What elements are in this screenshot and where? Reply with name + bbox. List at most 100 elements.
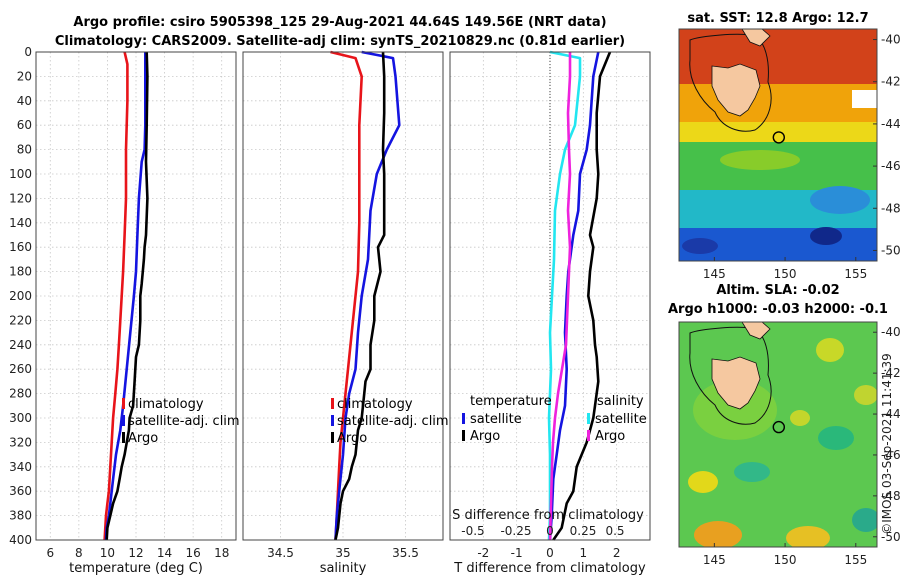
legend-label: satellite [595,412,647,427]
y-tick-label: 220 [9,313,32,327]
legend-swatch [331,432,334,443]
legend-swatch [587,413,590,424]
map-y-tick-label: -50 [881,243,900,257]
mainland-land [741,29,771,47]
y-tick-label: 360 [9,484,32,498]
s-axis-label: S difference from climatology [452,508,644,523]
legend-swatch [462,430,465,441]
axes-frame [449,51,651,541]
x-tick-label: 8 [75,546,83,560]
y-tick-label: 160 [9,240,32,254]
legend-label: satellite [470,412,522,427]
map-x-tick-label: 155 [844,553,867,567]
series-line-s-argo [548,52,572,541]
map-y-tick-label: -40 [881,325,900,339]
map-x-tick-label: 155 [844,267,867,281]
sla-patch-8 [694,521,742,547]
x-tick-label: 35.5 [392,546,419,560]
salinity-panel: 34.5 35 35.5 salinity climatology satellite-a… [242,50,449,576]
s-tick-label: 0.5 [605,524,624,538]
map-y-tick-label: -46 [881,448,900,462]
sla-patch-4 [790,410,810,426]
x-tick-label: -2 [477,546,489,560]
series-line-argo [334,51,386,541]
sst-map-title: sat. SST: 12.8 Argo: 12.7 [687,11,868,26]
map-y-tick-label: -50 [881,530,900,544]
y-tick-label: 80 [17,143,32,157]
y-tick-label: 340 [9,460,32,474]
axes-frame [35,51,237,541]
legend-label: Argo [470,429,500,444]
x-tick-label: -1 [511,546,523,560]
map-x-tick-label: 150 [774,267,797,281]
x-tick-label: 16 [186,546,201,560]
sst-map: 145 150 155 -40 -42 -44 -46 -48 -50 [678,28,900,281]
legend-label: satellite-adj. clim [337,414,449,429]
sst-orange-band [679,84,877,122]
x-tick-label: 1 [580,546,588,560]
y-tick-label: 280 [9,387,32,401]
sla-map-title: Altim. SLA: -0.02 [716,283,839,298]
y-tick-label: 240 [9,338,32,352]
tasmania-land [711,63,761,117]
sla-patch-10 [852,508,877,532]
series-line-climatology [103,51,129,541]
s-tick-label: 0 [546,524,554,538]
x-tick-label: 2 [613,546,621,560]
sla-patch-2 [816,338,844,362]
y-tick-label: 260 [9,362,32,376]
y-tick-label: 320 [9,435,32,449]
x-tick-label: 10 [100,546,115,560]
sla-patch-7 [734,462,770,482]
map-y-tick-label: -44 [881,117,900,131]
legend-label: climatology [128,397,204,412]
series-line-t-argo [552,51,612,541]
mainland-land [741,322,771,340]
sla-patch-1 [693,380,777,440]
temperature-panel: 6 8 10 12 14 16 180204060801001201401601802002… [9,45,240,576]
sla-map-frame [678,321,878,548]
title-line2: Climatology: CARS2009. Satellite-adj cli… [55,34,625,49]
y-tick-label: 400 [9,533,32,547]
legend-swatch [587,430,590,441]
difference-panel: -2 -1 0 1 2T difference from climatology temp… [449,50,651,576]
series-line-s-satellite [547,50,582,541]
legend-swatch [122,398,125,409]
legend-swatch [122,415,125,426]
legend-title-temperature: temperature [470,394,552,409]
sla-map: 145 150 155 -40 -42 -44 -46 -48 -50 [678,321,900,567]
y-tick-label: 0 [24,45,32,59]
y-tick-label: 60 [17,118,32,132]
axes-frame [242,51,444,541]
argo-location-marker [772,131,785,144]
map-y-tick-label: -42 [881,366,900,380]
legend-label: satellite-adj. clim [128,414,240,429]
sst-missing-data [852,90,877,108]
credit-text: ©IMOS 03-Sep-2021 11:41:39 [880,353,894,535]
sla-patch-5 [688,471,718,493]
map-y-tick-label: -46 [881,159,900,173]
y-tick-label: 380 [9,509,32,523]
x-axis-label: temperature (deg C) [69,561,203,576]
y-tick-label: 120 [9,191,32,205]
x-axis-label: salinity [320,561,367,576]
x-tick-label: 12 [128,546,143,560]
y-tick-label: 100 [9,167,32,181]
sla-map-subtitle: Argo h1000: -0.03 h2000: -0.1 [668,302,888,317]
y-tick-label: 20 [17,69,32,83]
sst-warm-band [679,29,877,84]
sla-patch-3 [854,385,877,405]
map-y-tick-label: -44 [881,407,900,421]
series-line-satellite-adj-clim [104,52,147,541]
map-x-tick-label: 145 [703,553,726,567]
legend-label: Argo [595,429,625,444]
map-y-tick-label: -48 [881,489,900,503]
tasmania-land [711,356,761,410]
x-tick-label: 0 [546,546,554,560]
series-line-argo [105,51,149,541]
s-tick-label: -0.25 [500,524,531,538]
legend-label: Argo [337,431,367,446]
sst-patch-3 [810,227,842,245]
legend-swatch [462,413,465,424]
